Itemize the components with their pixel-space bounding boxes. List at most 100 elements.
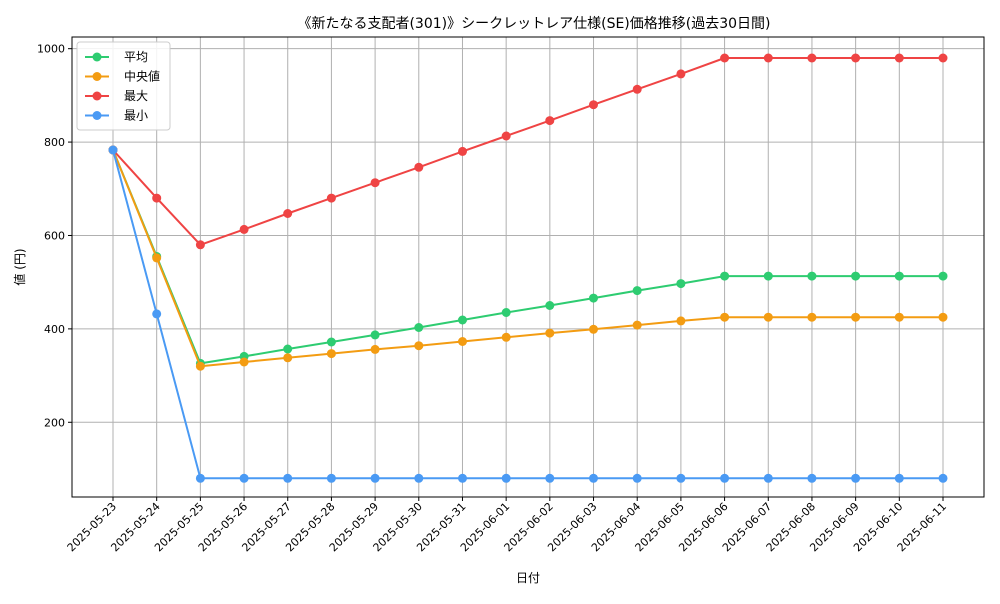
data-point xyxy=(370,178,380,188)
data-point xyxy=(763,312,773,322)
series-2 xyxy=(108,53,948,250)
data-point xyxy=(414,323,424,332)
y-tick-label: 1000 xyxy=(37,43,65,56)
data-point xyxy=(763,271,773,281)
y-tick-label: 400 xyxy=(44,323,65,336)
data-point xyxy=(894,473,904,483)
data-point xyxy=(458,146,467,156)
data-point xyxy=(938,271,948,281)
data-point xyxy=(414,162,424,172)
data-point xyxy=(938,53,948,63)
series-line xyxy=(112,149,943,365)
x-axis-label: 日付 xyxy=(516,571,540,585)
data-point xyxy=(458,473,467,483)
data-point xyxy=(676,316,686,326)
data-point xyxy=(152,253,162,263)
data-point xyxy=(894,53,904,63)
data-point xyxy=(326,473,336,483)
data-point xyxy=(283,353,293,363)
data-point xyxy=(632,320,642,330)
legend-item-0: 平均 xyxy=(85,50,148,64)
data-point xyxy=(632,286,642,296)
data-point xyxy=(676,279,686,289)
legend-item-2: 最大 xyxy=(85,89,148,103)
y-tick-label: 800 xyxy=(44,136,65,149)
data-point xyxy=(239,473,249,483)
data-point xyxy=(589,473,598,483)
series-line xyxy=(112,57,943,246)
legend-label: 最大 xyxy=(124,89,148,103)
data-point xyxy=(720,312,730,322)
data-point xyxy=(239,357,249,367)
data-point xyxy=(283,209,293,218)
legend-box xyxy=(76,41,171,131)
data-point xyxy=(632,473,642,483)
data-point xyxy=(851,53,861,63)
data-point xyxy=(283,473,293,483)
data-point xyxy=(545,301,555,310)
data-point xyxy=(807,53,817,63)
data-point xyxy=(632,84,642,94)
data-point xyxy=(720,53,730,63)
data-point xyxy=(720,473,730,483)
data-point xyxy=(720,271,730,281)
legend-label: 最小 xyxy=(124,109,148,123)
data-point xyxy=(239,224,249,234)
data-point xyxy=(108,145,118,155)
data-point xyxy=(195,361,205,371)
data-point xyxy=(545,328,555,338)
data-point xyxy=(938,473,948,483)
legend-item-1: 中央値 xyxy=(85,69,160,84)
plot-frame xyxy=(71,36,985,498)
data-point xyxy=(807,271,817,281)
data-point xyxy=(501,332,511,342)
data-point xyxy=(283,344,293,354)
data-point xyxy=(589,324,598,334)
data-point xyxy=(326,337,336,347)
data-point xyxy=(195,240,205,250)
series-layer xyxy=(108,53,948,483)
data-point xyxy=(414,473,424,483)
data-point xyxy=(851,271,861,281)
data-point xyxy=(938,312,948,322)
grid-layer xyxy=(72,37,984,497)
data-point xyxy=(501,131,511,141)
data-point xyxy=(501,308,511,317)
chart-title: 《新たなる支配者(301)》シークレットレア仕様(SE)価格推移(過去30日間) xyxy=(297,16,770,32)
data-point xyxy=(676,69,686,79)
series-1 xyxy=(108,145,948,371)
series-line xyxy=(112,149,943,480)
legend-swatch-marker xyxy=(92,72,102,81)
data-point xyxy=(807,473,817,483)
legend-swatch-marker xyxy=(92,91,102,101)
legend-label: 中央値 xyxy=(124,69,160,84)
legend-item-3: 最小 xyxy=(85,109,148,123)
data-point xyxy=(370,344,380,354)
data-point xyxy=(326,349,336,359)
data-point xyxy=(545,473,555,483)
data-point xyxy=(458,337,467,346)
data-point xyxy=(152,193,162,203)
data-point xyxy=(414,341,424,351)
legend-label: 平均 xyxy=(124,50,148,64)
data-point xyxy=(676,473,686,483)
data-point xyxy=(851,473,861,483)
data-point xyxy=(589,293,598,303)
data-point xyxy=(152,309,162,319)
data-point xyxy=(807,312,817,322)
legend-swatch-marker xyxy=(92,111,102,120)
series-line xyxy=(112,149,943,368)
data-point xyxy=(545,116,555,126)
y-tick-label: 600 xyxy=(44,229,65,242)
data-point xyxy=(370,473,380,483)
y-tick-label: 200 xyxy=(44,416,65,429)
data-point xyxy=(894,271,904,281)
legend-swatch-marker xyxy=(92,52,102,62)
data-point xyxy=(326,193,336,203)
data-point xyxy=(501,473,511,483)
data-point xyxy=(851,312,861,322)
data-point xyxy=(894,312,904,322)
